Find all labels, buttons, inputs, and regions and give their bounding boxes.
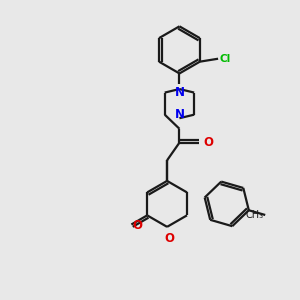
Text: O: O	[164, 232, 174, 245]
Text: O: O	[133, 220, 143, 232]
Text: Cl: Cl	[220, 54, 231, 64]
Text: N: N	[174, 108, 184, 121]
Text: CH₃: CH₃	[246, 210, 264, 220]
Text: N: N	[174, 86, 184, 99]
Text: O: O	[203, 136, 213, 149]
